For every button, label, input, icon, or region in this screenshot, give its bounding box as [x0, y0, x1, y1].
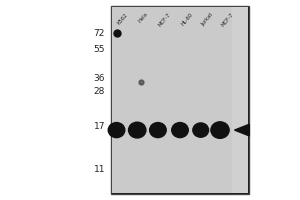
Text: 11: 11: [94, 165, 105, 174]
FancyBboxPatch shape: [112, 7, 248, 193]
Polygon shape: [235, 124, 249, 136]
Text: 17: 17: [94, 122, 105, 131]
Ellipse shape: [193, 123, 208, 137]
Text: MCF-7: MCF-7: [220, 12, 234, 27]
Ellipse shape: [172, 123, 188, 138]
Text: K562: K562: [116, 12, 129, 25]
Ellipse shape: [211, 122, 229, 138]
Text: Hela: Hela: [137, 12, 149, 24]
Ellipse shape: [150, 123, 166, 138]
Ellipse shape: [128, 122, 146, 138]
Text: HL-60: HL-60: [180, 12, 194, 27]
Text: MCF-7: MCF-7: [158, 12, 172, 27]
Text: 72: 72: [94, 29, 105, 38]
Ellipse shape: [108, 123, 125, 138]
Text: 36: 36: [94, 74, 105, 83]
Text: 55: 55: [94, 45, 105, 54]
FancyBboxPatch shape: [112, 7, 232, 193]
Text: Jurkat: Jurkat: [201, 12, 214, 27]
FancyBboxPatch shape: [111, 6, 249, 194]
Text: 28: 28: [94, 87, 105, 96]
